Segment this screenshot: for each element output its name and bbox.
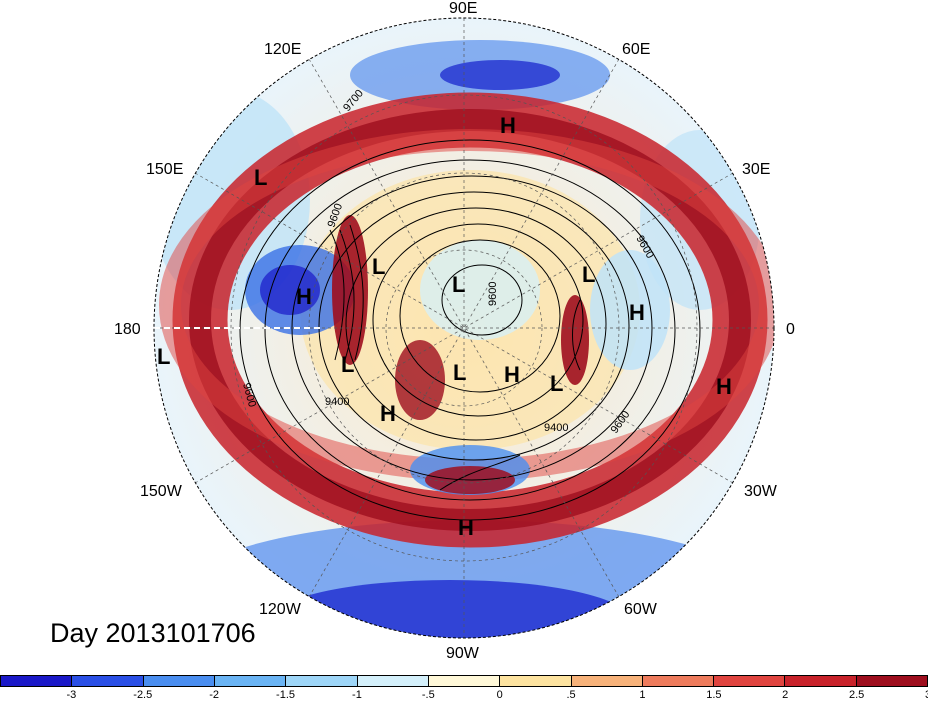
colorbar-tick-label: -.5 bbox=[421, 689, 435, 701]
longitude-labels: 90E 60E 30E 0 30W 60W 90W 120W 150W 180 … bbox=[114, 0, 795, 662]
anomaly-field bbox=[154, 18, 774, 638]
contour-label: 9400 bbox=[544, 422, 568, 434]
pressure-label: H bbox=[504, 362, 520, 387]
pressure-label: L bbox=[453, 360, 466, 385]
pressure-label: L bbox=[372, 254, 385, 279]
pressure-system-labels: H L H L L L H L L H L H H L H bbox=[157, 113, 732, 540]
pressure-label: L bbox=[341, 352, 354, 377]
colorbar-segment bbox=[357, 676, 429, 686]
colorbar-segment bbox=[856, 676, 928, 686]
colorbar-tick-label: 1 bbox=[639, 689, 646, 701]
lon-label-120w: 120W bbox=[259, 601, 302, 618]
colorbar-tick-label: .5 bbox=[566, 689, 576, 701]
pressure-label: H bbox=[716, 374, 732, 399]
pressure-label: H bbox=[296, 284, 312, 309]
colorbar bbox=[0, 675, 928, 687]
pressure-label: H bbox=[458, 515, 474, 540]
colorbar-tick-label: 2 bbox=[782, 689, 789, 701]
lon-label-30w: 30W bbox=[744, 483, 778, 500]
colorbar-segment bbox=[571, 676, 643, 686]
colorbar-tick-label: -1 bbox=[352, 689, 362, 701]
pressure-label: H bbox=[500, 113, 516, 138]
colorbar-segment bbox=[214, 676, 287, 686]
colorbar-segment bbox=[428, 676, 501, 686]
lon-label-120e: 120E bbox=[264, 41, 301, 58]
colorbar-segment bbox=[143, 676, 215, 686]
pressure-label: H bbox=[629, 300, 645, 325]
contour-label: 9600 bbox=[487, 282, 499, 306]
colorbar-tick-label: -2.5 bbox=[133, 689, 153, 701]
lon-label-180: 180 bbox=[114, 321, 141, 338]
colorbar-tick-label: -1.5 bbox=[276, 689, 296, 701]
colorbar-segment bbox=[642, 676, 715, 686]
map-border bbox=[153, 17, 775, 639]
colorbar-tick-label: 0 bbox=[496, 689, 503, 701]
lon-label-150e: 150E bbox=[146, 161, 183, 178]
colorbar-ticks: -3 -2.5 -2 -1.5 -1 -.5 0 .5 1 1.5 2 2.5 3 bbox=[0, 689, 928, 702]
lon-label-60e: 60E bbox=[622, 41, 650, 58]
colorbar-segment bbox=[785, 676, 857, 686]
colorbar-segment bbox=[1, 676, 73, 686]
pressure-label: L bbox=[157, 344, 170, 369]
contour-label: 9400 bbox=[325, 396, 349, 408]
lon-label-150w: 150W bbox=[140, 483, 183, 500]
lon-label-60w: 60W bbox=[624, 601, 658, 618]
colorbar-tick-label: -2 bbox=[209, 689, 220, 701]
pressure-label: L bbox=[452, 272, 465, 297]
lon-label-90w: 90W bbox=[446, 645, 480, 662]
lon-label-30e: 30E bbox=[742, 161, 770, 178]
pressure-label: H bbox=[380, 401, 396, 426]
colorbar-tick-label: 1.5 bbox=[706, 689, 722, 701]
lon-label-0: 0 bbox=[786, 321, 795, 338]
pressure-label: L bbox=[254, 165, 267, 190]
day-label: Day 2013101706 bbox=[50, 618, 256, 648]
pressure-label: L bbox=[550, 371, 563, 396]
colorbar-tick-label: -3 bbox=[66, 689, 77, 701]
colorbar-segment bbox=[714, 676, 786, 686]
pressure-label: L bbox=[582, 262, 595, 287]
lon-label-90e: 90E bbox=[449, 0, 477, 17]
colorbar-segment bbox=[500, 676, 572, 686]
colorbar-segment bbox=[286, 676, 358, 686]
colorbar-tick-label: 3 bbox=[925, 689, 928, 701]
colorbar-segment bbox=[72, 676, 144, 686]
colorbar-tick-label: 2.5 bbox=[848, 689, 865, 701]
